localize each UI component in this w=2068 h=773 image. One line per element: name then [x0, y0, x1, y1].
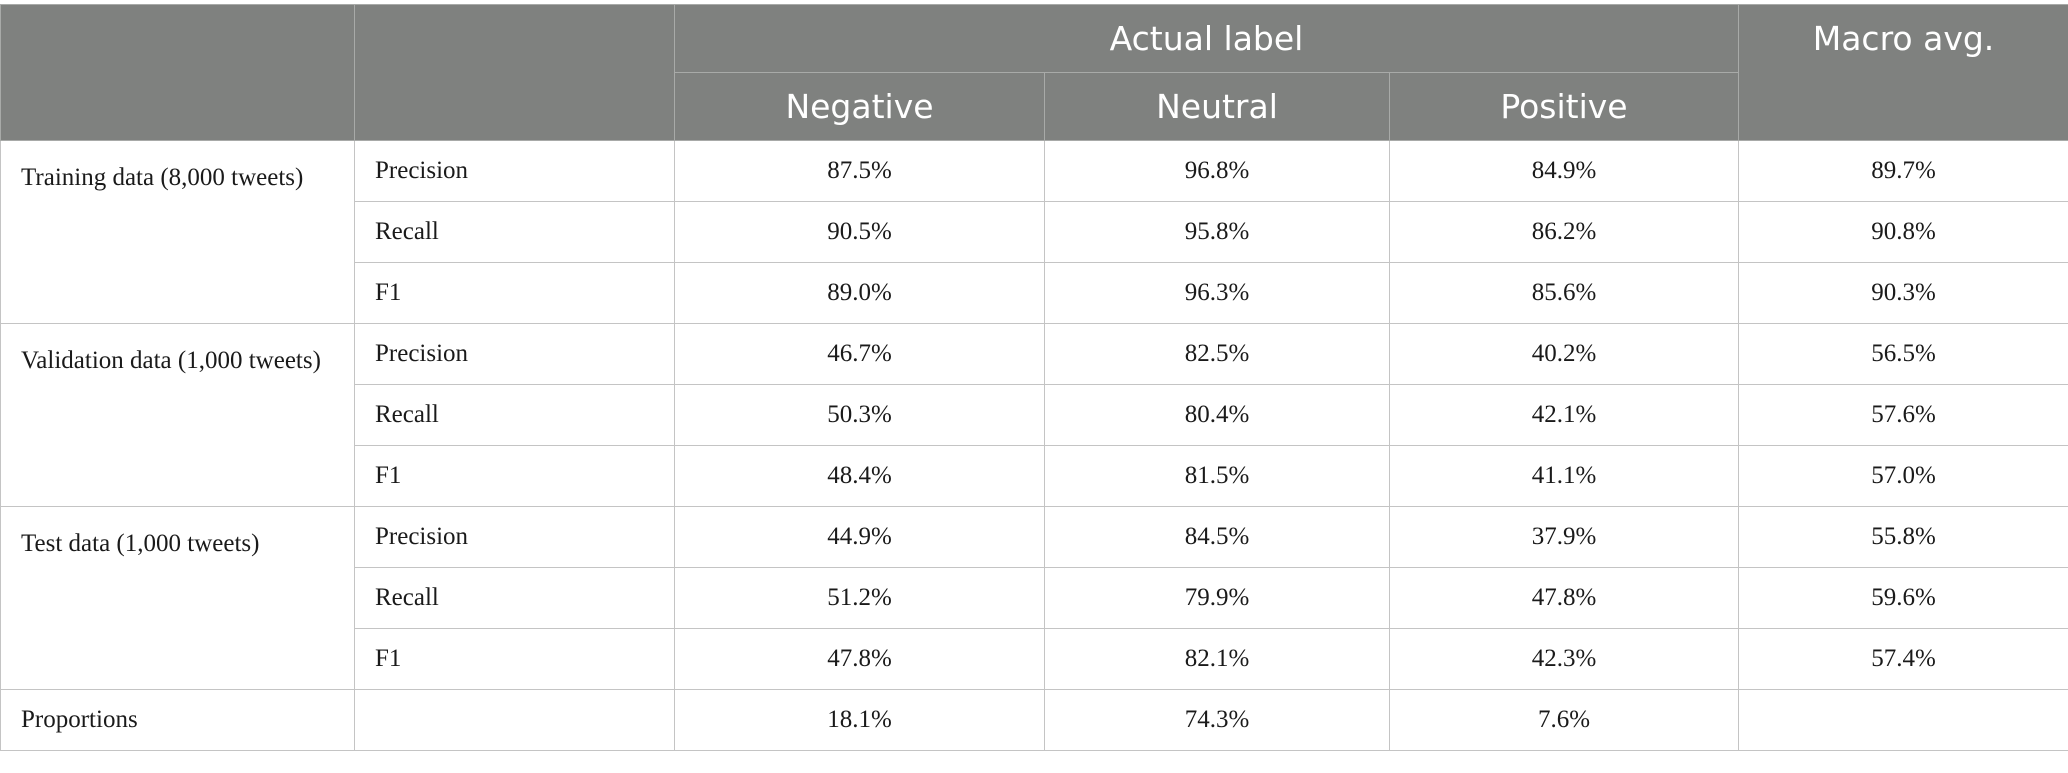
- header-row-classes: Negative Neutral Positive: [1, 72, 2068, 141]
- metric-label: Precision: [354, 323, 675, 385]
- proportions-label: Proportions: [0, 689, 355, 751]
- value-cell: 96.3%: [1044, 262, 1390, 324]
- table-row: Validation data (1,000 tweets) Precision…: [0, 323, 2068, 507]
- header-row-top: Actual label Macro avg.: [0, 4, 2068, 141]
- macro-cell: 55.8%: [1738, 506, 2068, 568]
- value-cell: 96.8%: [1044, 140, 1390, 202]
- header-class-neutral: Neutral: [1044, 72, 1390, 141]
- value-cell: 84.5%: [1044, 506, 1390, 568]
- value-cell: 89.0%: [674, 262, 1045, 324]
- value-cell: 82.5%: [1044, 323, 1390, 385]
- macro-cell: 57.4%: [1738, 628, 2068, 690]
- table-row: Recall 50.3% 80.4% 42.1% 57.6%: [1, 384, 2068, 446]
- dataset-label-training: Training data (8,000 tweets): [0, 140, 355, 324]
- header-class-positive: Positive: [1388, 72, 1740, 141]
- proportion-positive: 7.6%: [1388, 689, 1740, 751]
- value-cell: 42.1%: [1388, 384, 1740, 446]
- header-class-negative: Negative: [674, 72, 1045, 141]
- value-cell: 37.9%: [1388, 506, 1740, 568]
- value-cell: 87.5%: [674, 140, 1045, 202]
- macro-cell: 57.0%: [1738, 445, 2068, 507]
- metric-label: Precision: [354, 140, 675, 202]
- value-cell: 95.8%: [1044, 201, 1390, 263]
- value-cell: 50.3%: [674, 384, 1045, 446]
- table-row: F1 48.4% 81.5% 41.1% 57.0%: [1, 445, 2068, 507]
- value-cell: 81.5%: [1044, 445, 1390, 507]
- value-cell: 46.7%: [674, 323, 1045, 385]
- value-cell: 86.2%: [1388, 201, 1740, 263]
- value-cell: 51.2%: [674, 567, 1045, 629]
- table-header: Actual label Macro avg. Negative Neutral…: [0, 4, 2068, 141]
- metric-label: Recall: [354, 384, 675, 446]
- value-cell: 85.6%: [1388, 262, 1740, 324]
- header-macro-avg: Macro avg.: [1738, 4, 2068, 141]
- value-cell: 41.1%: [1388, 445, 1740, 507]
- metric-label: Recall: [354, 201, 675, 263]
- value-cell: 90.5%: [674, 201, 1045, 263]
- macro-cell: 57.6%: [1738, 384, 2068, 446]
- macro-cell: 89.7%: [1738, 140, 2068, 202]
- value-cell: 47.8%: [674, 628, 1045, 690]
- proportions-blank-cell: [354, 689, 675, 751]
- macro-cell: 90.3%: [1738, 262, 2068, 324]
- value-cell: 44.9%: [674, 506, 1045, 568]
- header-blank-dataset: [0, 4, 355, 141]
- macro-cell: 56.5%: [1738, 323, 2068, 385]
- value-cell: 84.9%: [1388, 140, 1740, 202]
- metric-label: F1: [354, 262, 675, 324]
- value-cell: 48.4%: [674, 445, 1045, 507]
- dataset-label-validation: Validation data (1,000 tweets): [0, 323, 355, 507]
- value-cell: 40.2%: [1388, 323, 1740, 385]
- proportions-macro-blank: [1738, 689, 2068, 751]
- table-row: Recall 51.2% 79.9% 47.8% 59.6%: [1, 567, 2068, 629]
- results-table: Actual label Macro avg. Negative Neutral…: [0, 4, 2068, 751]
- value-cell: 82.1%: [1044, 628, 1390, 690]
- metric-label: F1: [354, 445, 675, 507]
- metric-label: F1: [354, 628, 675, 690]
- proportions-row: Proportions 18.1% 74.3% 7.6%: [0, 689, 2068, 751]
- value-cell: 79.9%: [1044, 567, 1390, 629]
- metric-label: Recall: [354, 567, 675, 629]
- metric-label: Precision: [354, 506, 675, 568]
- header-actual-label: Actual label: [673, 4, 1740, 73]
- macro-cell: 59.6%: [1738, 567, 2068, 629]
- dataset-label-test: Test data (1,000 tweets): [0, 506, 355, 690]
- table-row: Test data (1,000 tweets) Precision 44.9%…: [0, 506, 2068, 690]
- proportion-negative: 18.1%: [674, 689, 1045, 751]
- proportion-neutral: 74.3%: [1044, 689, 1390, 751]
- table-body: Training data (8,000 tweets) Precision 8…: [0, 140, 2068, 751]
- table-row: Recall 90.5% 95.8% 86.2% 90.8%: [1, 201, 2068, 263]
- table-row: Training data (8,000 tweets) Precision 8…: [0, 140, 2068, 324]
- header-blank-metric: [354, 4, 675, 141]
- table-row: F1 89.0% 96.3% 85.6% 90.3%: [1, 262, 2068, 324]
- value-cell: 47.8%: [1388, 567, 1740, 629]
- value-cell: 80.4%: [1044, 384, 1390, 446]
- macro-cell: 90.8%: [1738, 201, 2068, 263]
- value-cell: 42.3%: [1388, 628, 1740, 690]
- table-row: F1 47.8% 82.1% 42.3% 57.4%: [1, 628, 2068, 690]
